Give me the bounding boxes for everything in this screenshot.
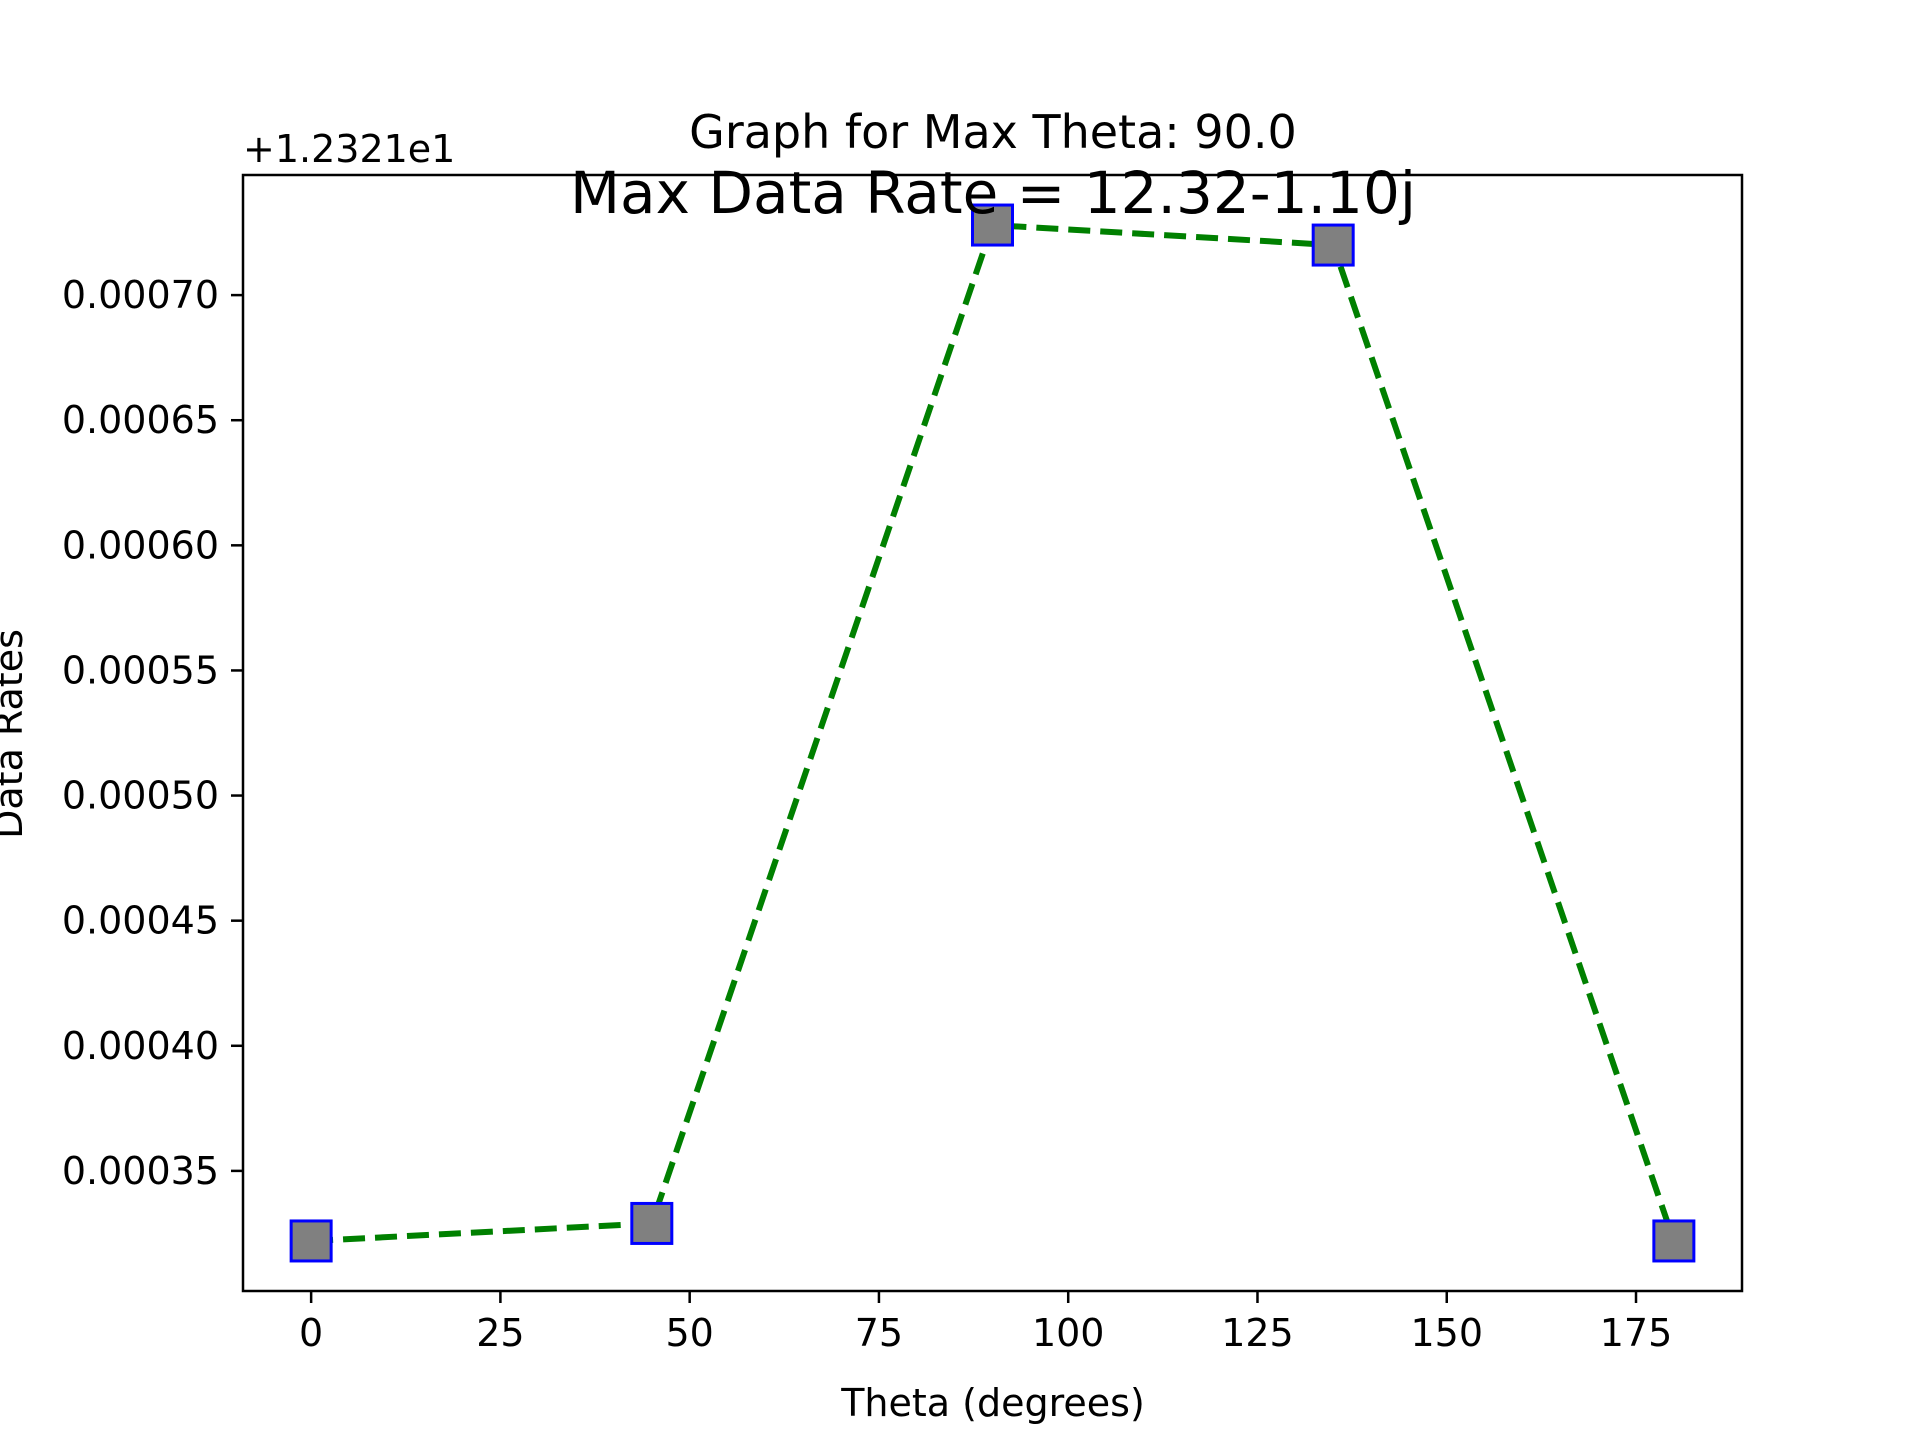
x-tick-label: 75 [855,1311,903,1355]
y-offset-label: +1.2321e1 [243,127,455,171]
y-tick-label: 0.00055 [62,648,219,692]
chart-subtitle: Max Data Rate = 12.32-1.10j [570,159,1416,227]
y-tick-label: 0.00040 [62,1024,219,1068]
y-tick-label: 0.00050 [62,774,219,818]
y-tick-label: 0.00035 [62,1149,219,1193]
x-tick-label: 150 [1410,1311,1483,1355]
x-tick-label: 50 [665,1311,713,1355]
x-tick-label: 0 [299,1311,323,1355]
y-tick-label: 0.00045 [62,899,219,943]
x-tick-label: 25 [476,1311,524,1355]
ticks-layer: 0 25 50 75 100 125 150 175 0.00035 0.00040 0.00045… [62,273,1672,1355]
x-tick-label: 175 [1600,1311,1673,1355]
x-tick-label: 100 [1032,1311,1105,1355]
chart-title: Graph for Max Theta: 90.0 [689,105,1297,159]
data-point-marker [1652,1219,1696,1263]
y-tick-label: 0.00065 [62,398,219,442]
data-point-marker [289,1219,333,1263]
plot-area [241,173,1744,1293]
y-tick-label: 0.00060 [62,523,219,567]
data-point-marker [630,1201,674,1245]
series-layer [289,203,1696,1263]
data-point-marker [971,203,1014,247]
x-axis-label: Theta (degrees) [840,1381,1145,1425]
series-line [310,221,1677,1244]
axes-frame [241,173,1744,1293]
y-tick-label: 0.00070 [62,273,219,317]
x-tick-label: 125 [1221,1311,1294,1355]
data-point-marker [1311,223,1355,267]
y-axis-label: Data Rates [0,629,31,839]
